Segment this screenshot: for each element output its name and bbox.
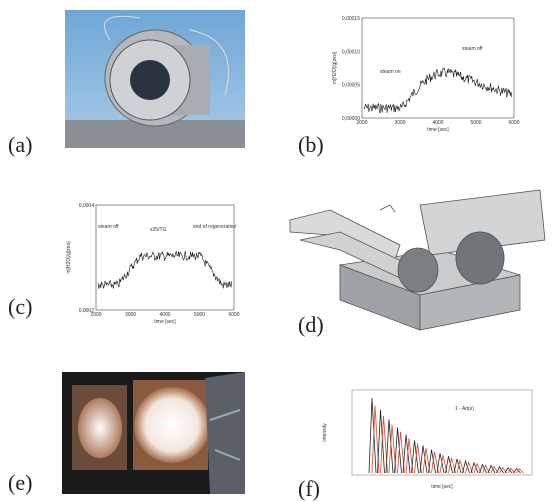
y-axis-label: m[H2O]/g[zeo] <box>332 51 338 84</box>
panel-label: (c) <box>8 294 32 319</box>
y-tick-label: 0,0004 <box>79 203 95 209</box>
x-tick-label: 4000 <box>432 120 443 126</box>
annotation: end of regeneration <box>193 224 237 230</box>
y-axis-label: m[H2O]/g[zeo] <box>66 241 72 274</box>
panel-label: (e) <box>8 470 32 495</box>
x-tick-label: 5000 <box>470 120 481 126</box>
y-tick-label: 0,0002 <box>79 308 95 314</box>
y-tick-label: 0,00010 <box>342 49 360 55</box>
y-axis-label: intensity <box>322 423 328 442</box>
x-tick-label: 6000 <box>228 312 239 318</box>
chart-f: time [sec] intensity 1 - Ad(s) <box>322 390 532 490</box>
x-axis-label: time [sec] <box>427 127 449 133</box>
panel-label: (d) <box>298 312 324 337</box>
annotation: steam off <box>462 46 483 52</box>
y-tick-label: 0,00000 <box>342 116 360 122</box>
trace <box>98 252 232 289</box>
x-tick-label: 3000 <box>394 120 405 126</box>
photo-e <box>62 372 245 494</box>
y-tick-label: 0,00015 <box>342 16 360 22</box>
y-tick-label: 0,00005 <box>342 83 360 89</box>
x-tick-label: 6000 <box>508 120 519 126</box>
x-tick-label: 3000 <box>125 312 136 318</box>
annotation: steam on <box>380 69 401 75</box>
annotation: 1 - Ad(s) <box>455 406 474 412</box>
annotation: steam off <box>98 224 119 230</box>
x-tick-label: 4000 <box>159 312 170 318</box>
x-axis-label: time [sec] <box>154 319 176 325</box>
x-tick-label: 5000 <box>194 312 205 318</box>
annotation: x25/TG <box>150 227 167 233</box>
panel-label: (f) <box>298 476 320 501</box>
diagram-d <box>290 190 545 330</box>
panel-label: (b) <box>298 132 324 157</box>
panel-label: (a) <box>8 132 32 157</box>
figure: (a) 200030004000500060000,000150,000100,… <box>0 0 553 502</box>
photo-a <box>65 10 245 148</box>
x-axis-label: time [sec] <box>431 484 453 490</box>
